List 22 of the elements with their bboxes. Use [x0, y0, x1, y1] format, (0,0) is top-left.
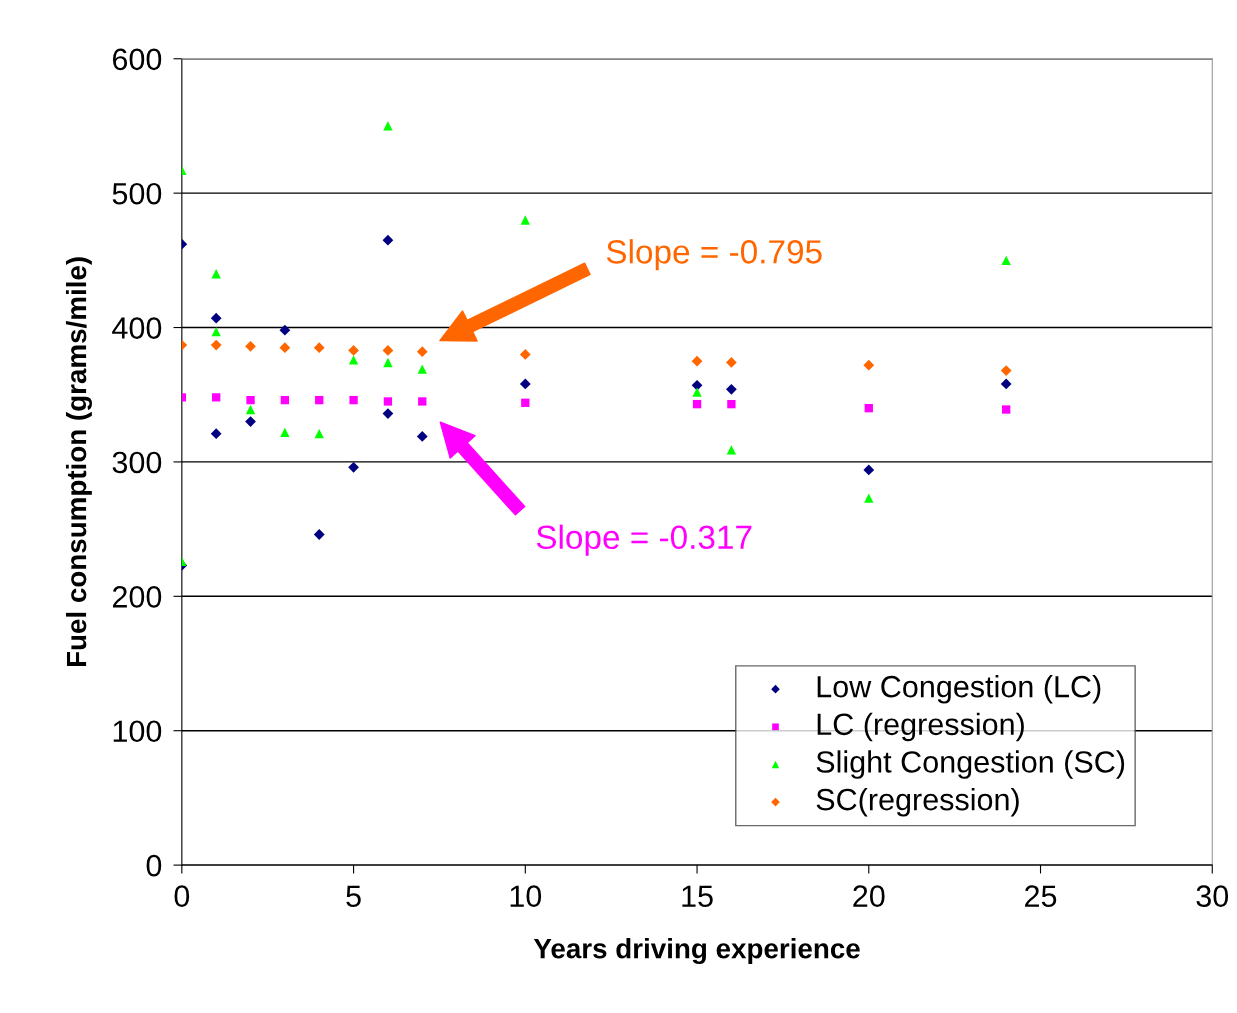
- legend-label: LC (regression): [817, 712, 1024, 742]
- annotation: Slope = -0.317: [536, 524, 752, 556]
- x-tick-label: 15: [682, 885, 713, 907]
- y-tick-label: 100: [113, 720, 162, 743]
- x-tick-label: 30: [1196, 885, 1229, 907]
- y-tick-label: 600: [112, 48, 162, 71]
- x-tick-label: 0: [174, 885, 190, 907]
- y-tick-label: 300: [112, 451, 162, 474]
- x-tick-label: 5: [346, 885, 361, 907]
- x-tick-label: 10: [510, 885, 542, 907]
- legend-label: SC(regression): [816, 787, 1019, 817]
- x-axis-title: Years driving experience: [533, 938, 860, 965]
- annotation: Slope = -0.795: [606, 239, 822, 271]
- legend-label: Slight Congestion (SC): [816, 750, 1125, 779]
- y-axis-title: Fuel consumption (grams/mile): [65, 257, 92, 667]
- x-tick-label: 25: [1025, 885, 1057, 907]
- y-tick-label: 200: [112, 586, 162, 608]
- legend-label: Low Congestion (LC): [817, 675, 1101, 704]
- y-tick-label: 400: [112, 317, 162, 339]
- y-tick-label: 500: [112, 182, 162, 205]
- y-tick-label: 0: [146, 854, 162, 877]
- x-tick-label: 20: [853, 885, 885, 907]
